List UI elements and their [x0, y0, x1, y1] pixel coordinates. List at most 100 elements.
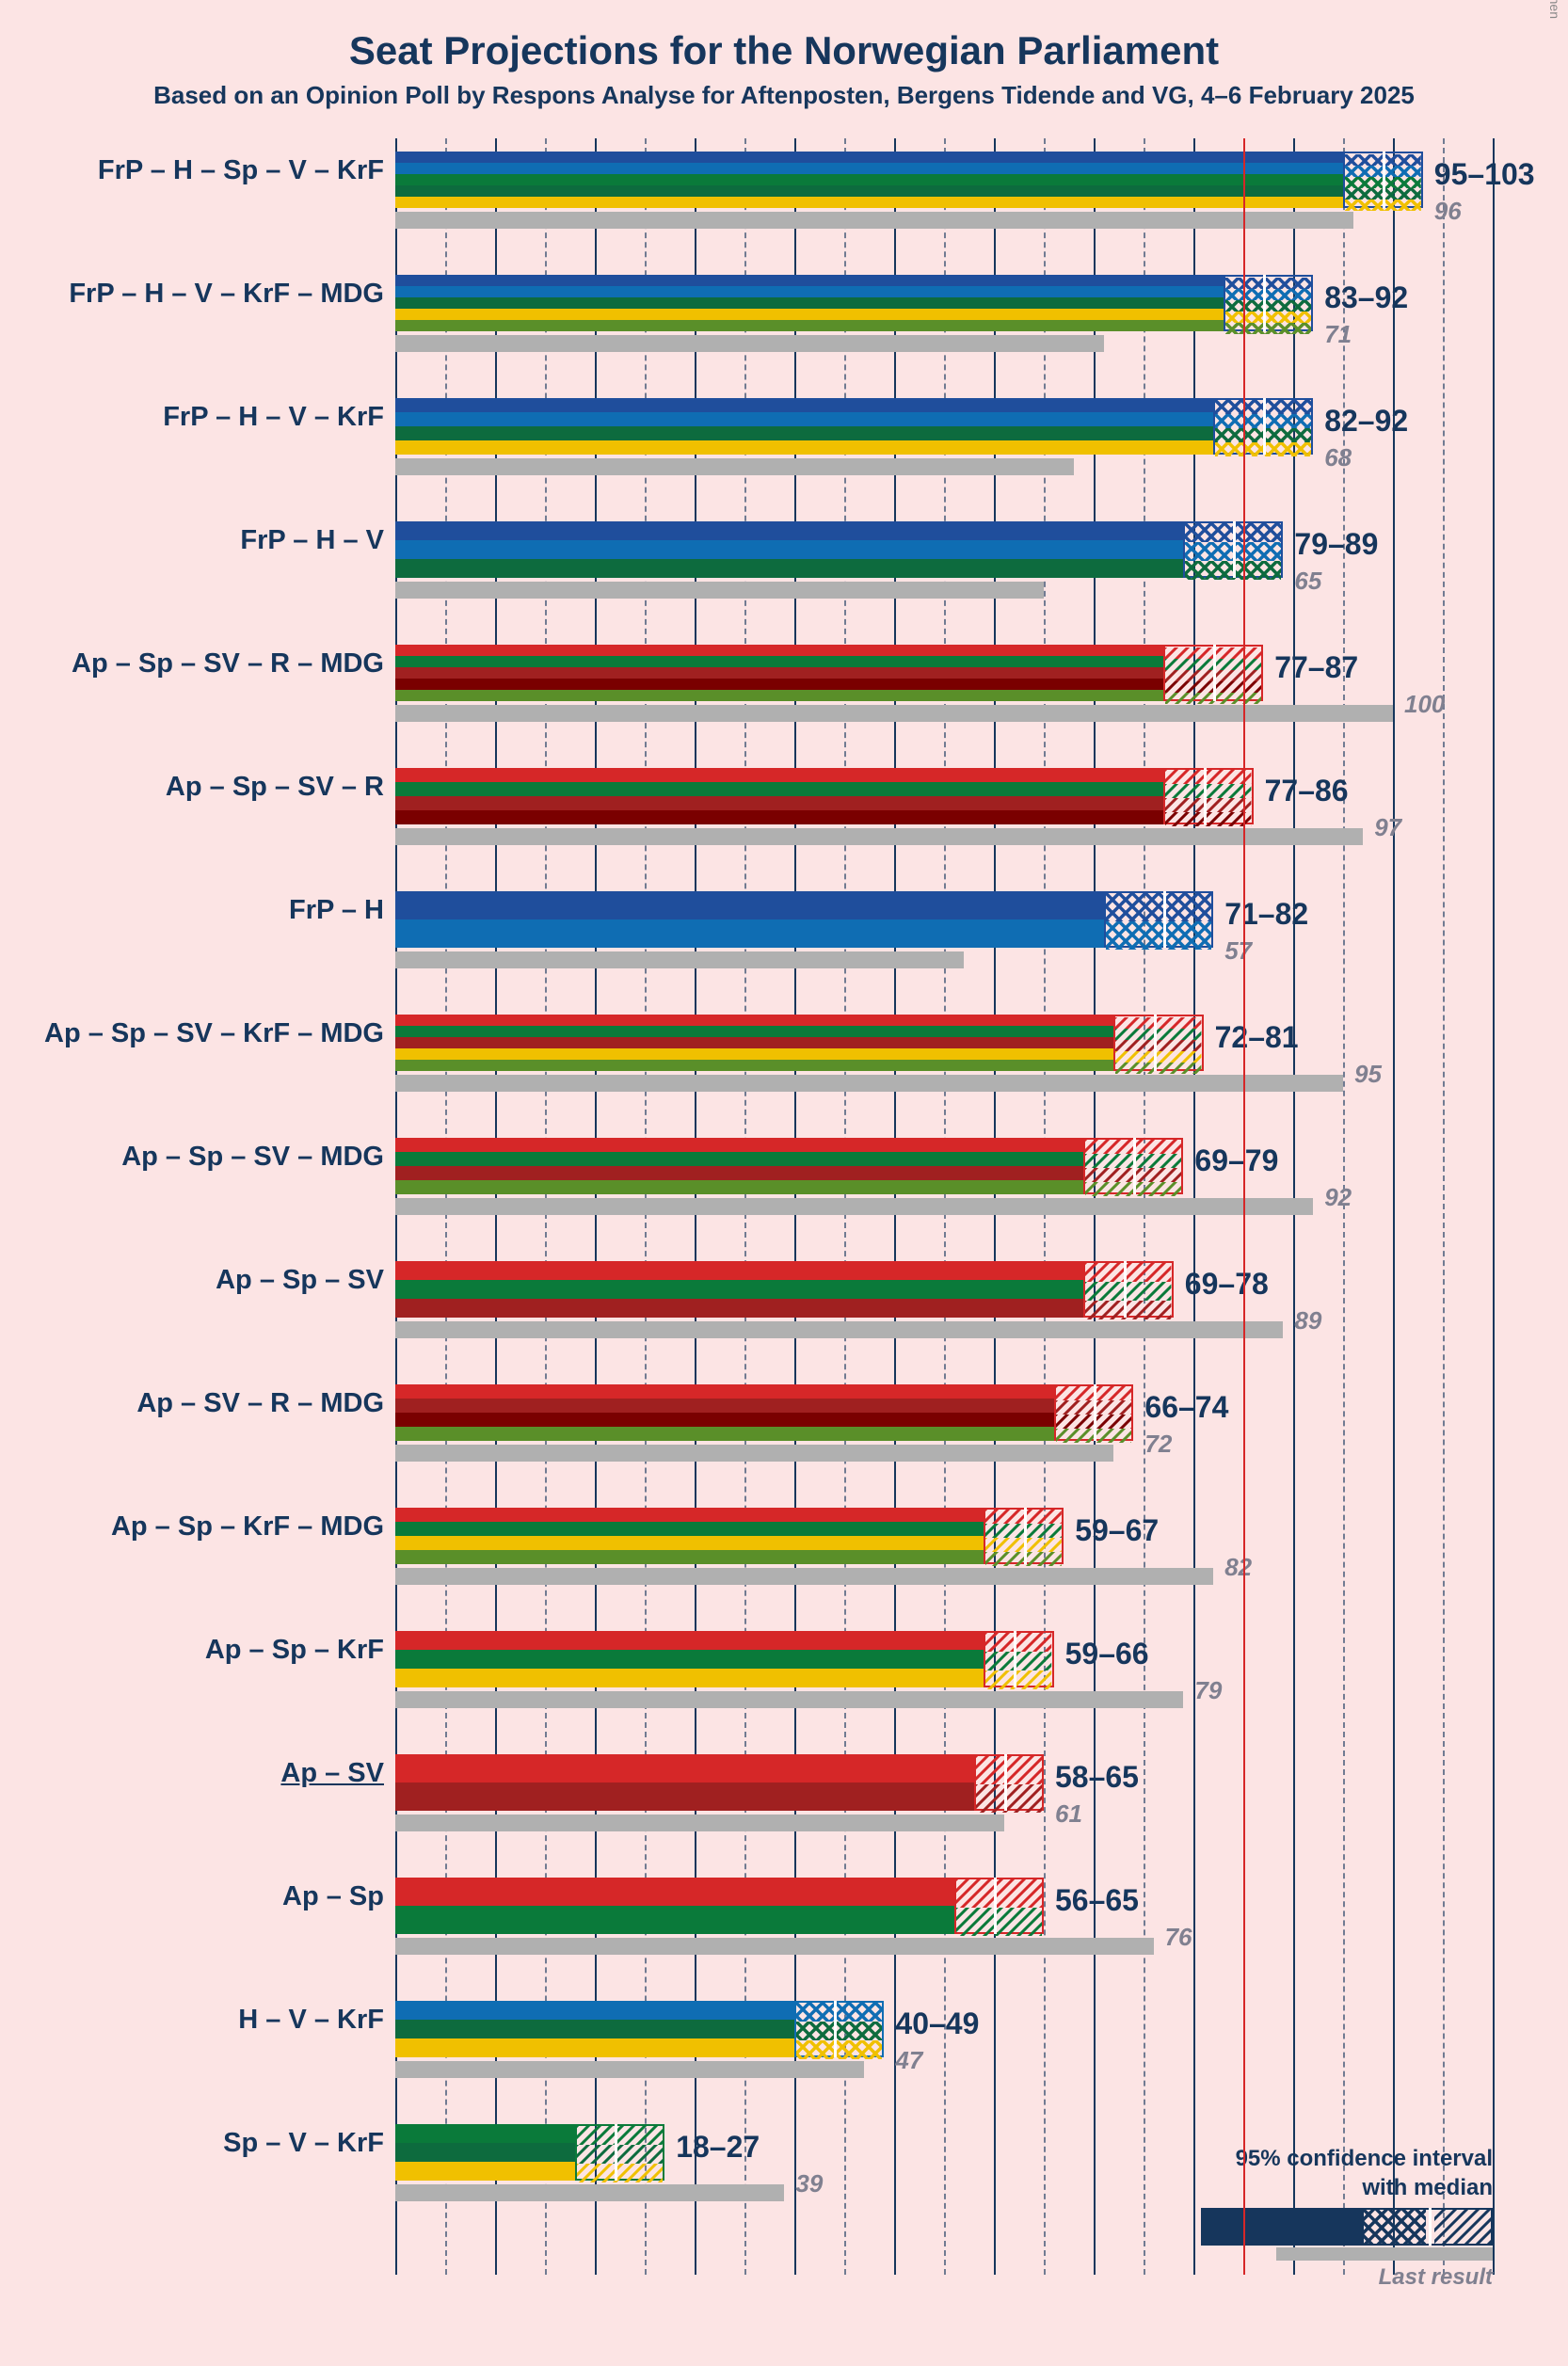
copyright-text: © 2025 Filip van Laenen: [1547, 0, 1562, 19]
bar-solid: [395, 1878, 954, 1934]
range-label: 58–65: [1055, 1760, 1139, 1795]
coalition-row: Ap – Sp – SV 69–7889: [395, 1248, 1493, 1359]
bar-last-result: [395, 951, 964, 968]
legend-last-bar: [1276, 2247, 1493, 2261]
coalition-label: Ap – Sp – SV – KrF – MDG: [44, 1018, 384, 1049]
bar-last-result: [395, 212, 1353, 229]
bar-last-result: [395, 1075, 1343, 1092]
bar-solid: [395, 1631, 984, 1687]
coalition-row: Ap – Sp – SV – KrF – MDG 72–8195: [395, 1001, 1493, 1112]
range-label: 66–74: [1144, 1390, 1228, 1425]
bar-solid: [395, 152, 1343, 208]
bar-solid: [395, 521, 1183, 578]
range-label: 59–66: [1065, 1637, 1149, 1671]
bar-last-result: [395, 1938, 1154, 1955]
bar-ci: [974, 1754, 1044, 1811]
median-tick: [994, 1878, 997, 1934]
coalition-row: Ap – Sp – SV – R 77–8697: [395, 755, 1493, 866]
median-tick: [834, 2001, 837, 2057]
last-result-label: 89: [1294, 1306, 1321, 1335]
range-label: 83–92: [1324, 280, 1408, 315]
chart-title: Seat Projections for the Norwegian Parli…: [0, 0, 1568, 73]
coalition-row: Ap – Sp – KrF – MDG 59–6782: [395, 1495, 1493, 1606]
range-label: 18–27: [676, 2130, 760, 2165]
coalition-row: H – V – KrF 40–4947: [395, 1988, 1493, 2099]
coalition-label: Sp – V – KrF: [223, 2128, 384, 2159]
coalition-label: FrP – H – Sp – V – KrF: [98, 155, 384, 186]
coalition-row: Ap – Sp – SV – R – MDG 77–87100: [395, 631, 1493, 743]
range-label: 95–103: [1434, 157, 1535, 192]
last-result-label: 100: [1404, 690, 1445, 719]
last-result-label: 39: [795, 2169, 823, 2198]
coalition-label: Ap – Sp – SV – R – MDG: [72, 648, 384, 679]
bar-last-result: [395, 1814, 1004, 1831]
median-tick: [1233, 521, 1236, 578]
bar-solid: [395, 768, 1163, 824]
coalition-label: Ap – SV – R – MDG: [136, 1388, 384, 1419]
coalition-row: Ap – Sp – SV – MDG 69–7992: [395, 1125, 1493, 1236]
median-tick: [615, 2124, 617, 2181]
last-result-label: 65: [1294, 567, 1321, 596]
bar-ci: [1104, 891, 1214, 948]
bar-last-result: [395, 1321, 1283, 1338]
bar-last-result: [395, 2184, 784, 2201]
bar-solid: [395, 2124, 575, 2181]
bar-solid: [395, 2001, 794, 2057]
gridline-major: [1493, 138, 1495, 2275]
majority-line: [1243, 138, 1245, 2275]
coalition-label: H – V – KrF: [238, 2005, 384, 2036]
bar-solid: [395, 275, 1224, 331]
median-tick: [1204, 768, 1207, 824]
last-result-label: 47: [895, 2046, 922, 2075]
range-label: 82–92: [1324, 404, 1408, 439]
bar-ci: [575, 2124, 664, 2181]
last-result-label: 57: [1224, 936, 1252, 966]
median-tick: [1014, 1631, 1016, 1687]
bar-last-result: [395, 1568, 1213, 1585]
median-tick: [1263, 275, 1266, 331]
range-label: 59–67: [1075, 1513, 1159, 1548]
bar-solid: [395, 1138, 1083, 1194]
bar-solid: [395, 398, 1213, 455]
bar-ci: [954, 1878, 1044, 1934]
bar-last-result: [395, 458, 1074, 475]
coalition-label: Ap – SV: [280, 1758, 384, 1789]
last-result-label: 68: [1324, 443, 1352, 472]
bar-ci: [794, 2001, 884, 2057]
coalition-row: FrP – H 71–8257: [395, 878, 1493, 989]
bar-last-result: [395, 828, 1363, 845]
last-result-label: 97: [1374, 813, 1401, 842]
bar-last-result: [395, 2061, 864, 2078]
bar-last-result: [395, 335, 1104, 352]
bar-solid: [395, 1384, 1054, 1441]
median-tick: [1133, 1138, 1136, 1194]
bar-last-result: [395, 1445, 1113, 1462]
last-result-label: 96: [1434, 197, 1462, 226]
median-tick: [1004, 1754, 1007, 1811]
coalition-label: Ap – Sp – KrF: [205, 1635, 384, 1666]
bar-last-result: [395, 1691, 1183, 1708]
range-label: 77–87: [1274, 650, 1358, 685]
bar-last-result: [395, 582, 1044, 599]
coalition-label: Ap – Sp: [282, 1881, 384, 1912]
coalition-row: FrP – H – V – KrF – MDG 83–9271: [395, 262, 1493, 373]
median-tick: [1263, 398, 1266, 455]
coalition-row: FrP – H – Sp – V – KrF 95–10396: [395, 138, 1493, 249]
median-tick: [1213, 645, 1216, 701]
chart-area: FrP – H – Sp – V – KrF 95–10396 FrP – H –…: [395, 138, 1493, 2275]
bar-ci: [1163, 768, 1253, 824]
last-result-label: 76: [1165, 1923, 1192, 1952]
range-label: 79–89: [1294, 527, 1378, 562]
last-result-label: 72: [1144, 1430, 1172, 1459]
bar-solid: [395, 891, 1104, 948]
last-result-label: 79: [1194, 1676, 1222, 1705]
coalition-label: Ap – Sp – SV: [216, 1265, 384, 1296]
last-result-label: 61: [1055, 1799, 1082, 1829]
coalition-label: FrP – H: [289, 895, 384, 926]
last-result-label: 82: [1224, 1553, 1252, 1582]
coalition-row: Ap – Sp – KrF 59–6679: [395, 1618, 1493, 1729]
range-label: 72–81: [1215, 1020, 1299, 1055]
bar-ci: [1113, 1015, 1203, 1071]
last-result-label: 92: [1324, 1183, 1352, 1212]
coalition-label: FrP – H – V – KrF: [163, 402, 384, 433]
